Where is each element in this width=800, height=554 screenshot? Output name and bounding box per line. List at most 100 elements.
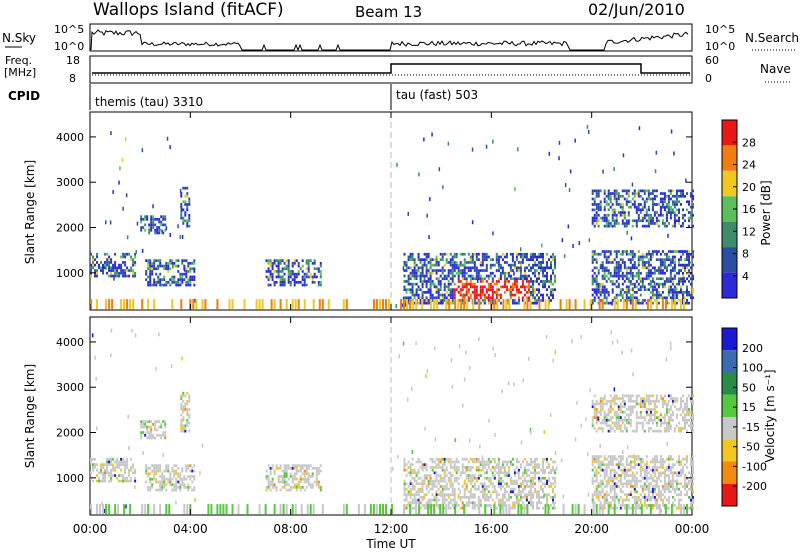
heatmap-cell: [629, 474, 632, 477]
heatmap-cell: [665, 219, 668, 223]
heatmap-cell: [142, 423, 145, 426]
heatmap-cell: [595, 280, 598, 283]
heatmap-cell: [469, 255, 472, 259]
heatmap-cell: [491, 271, 494, 275]
heatmap-cell: [485, 498, 488, 502]
heatmap-cell: [591, 293, 594, 297]
heatmap-cell: [166, 136, 169, 141]
heatmap-cell: [686, 288, 688, 291]
heatmap-cell: [667, 457, 670, 461]
heatmap-cell: [141, 299, 144, 310]
heatmap-cell: [501, 493, 504, 496]
heatmap-cell: [665, 429, 668, 433]
heatmap-cell: [534, 476, 536, 480]
heatmap-cell: [625, 277, 628, 281]
heatmap-cell: [587, 452, 589, 457]
heatmap-cell: [671, 397, 674, 400]
heatmap-cell: [599, 291, 602, 294]
heatmap-cell: [633, 200, 636, 204]
heatmap-cell: [437, 301, 440, 305]
heatmap-cell: [396, 162, 398, 167]
heatmap-cell: [409, 501, 412, 505]
heatmap-cell: [497, 501, 500, 505]
heatmap-cell: [271, 264, 274, 268]
heatmap-cell: [615, 496, 618, 499]
heatmap-cell: [607, 250, 610, 253]
heatmap-cell: [655, 189, 658, 193]
heatmap-cell: [659, 490, 662, 494]
heatmap-cell: [315, 480, 318, 484]
heatmap-cell: [611, 280, 614, 283]
heatmap-cell: [108, 263, 111, 267]
heatmap-cell: [629, 421, 632, 425]
heatmap-cell: [165, 469, 168, 473]
heatmap-cell: [635, 285, 638, 289]
heatmap-cell: [441, 457, 444, 461]
heatmap-cell: [467, 501, 470, 505]
heatmap-cell: [601, 261, 604, 264]
heatmap-cell: [525, 285, 528, 289]
heatmap-cell: [684, 266, 686, 270]
heatmap-cell: [435, 493, 438, 496]
heatmap-cell: [497, 263, 500, 267]
heatmap-cell: [216, 504, 219, 515]
heatmap-cell: [627, 408, 630, 411]
heatmap-cell: [319, 264, 322, 268]
heatmap-cell: [186, 194, 189, 198]
heatmap-cell: [688, 394, 690, 398]
heatmap-cell: [407, 485, 410, 488]
heatmap-cell: [301, 283, 304, 287]
heatmap-cell: [625, 485, 628, 488]
heatmap-cell: [487, 293, 490, 297]
heatmap-cell: [667, 476, 670, 480]
heatmap-cell: [538, 261, 540, 264]
heatmap-cell: [540, 266, 542, 270]
heatmap-cell: [183, 486, 186, 489]
heatmap-cell: [415, 493, 418, 496]
heatmap-cell: [100, 463, 102, 466]
heatmap-cell: [505, 255, 508, 259]
heatmap-cell: [152, 226, 155, 229]
heatmap-cell: [673, 151, 675, 156]
heatmap-cell: [307, 480, 310, 484]
heatmap-cell: [542, 296, 544, 300]
heatmap-cell: [591, 416, 594, 419]
heatmap-cell: [613, 457, 616, 461]
heatmap-cell: [513, 468, 516, 472]
heatmap-cell: [673, 490, 676, 494]
heatmap-cell: [411, 485, 414, 488]
heatmap-cell: [153, 472, 156, 476]
heatmap-cell: [287, 467, 290, 470]
heatmap-cell: [623, 416, 626, 419]
heatmap-cell: [645, 224, 648, 228]
heatmap-cell: [187, 264, 190, 268]
heatmap-cell: [297, 486, 300, 489]
heatmap-cell: [597, 496, 600, 499]
heatmap-cell: [477, 476, 480, 480]
heatmap-cell: [157, 467, 160, 470]
heatmap-cell: [639, 498, 642, 502]
heatmap-cell: [615, 471, 618, 475]
heatmap-cell: [682, 471, 684, 475]
heatmap-cell: [659, 424, 662, 428]
heatmap-cell: [161, 283, 164, 287]
heatmap-cell: [265, 488, 268, 492]
heatmap-cell: [661, 296, 664, 300]
heatmap-cell: [406, 299, 408, 310]
heatmap-cell: [267, 477, 270, 481]
heatmap-cell: [643, 288, 646, 291]
heatmap-cell: [177, 270, 180, 273]
heatmap-cell: [102, 263, 104, 267]
heatmap-cell: [667, 394, 670, 398]
heatmap-cell: [429, 296, 432, 300]
heatmap-cell: [155, 367, 157, 371]
heatmap-cell: [517, 291, 520, 294]
heatmap-cell: [542, 460, 544, 464]
heatmap-cell: [451, 266, 454, 270]
heatmap-cell: [426, 213, 428, 218]
heatmap-cell: [457, 468, 460, 472]
heatmap-cell: [613, 490, 616, 494]
heatmap-cell: [289, 488, 292, 492]
heatmap-cell: [655, 485, 658, 488]
heatmap-cell: [593, 501, 596, 505]
